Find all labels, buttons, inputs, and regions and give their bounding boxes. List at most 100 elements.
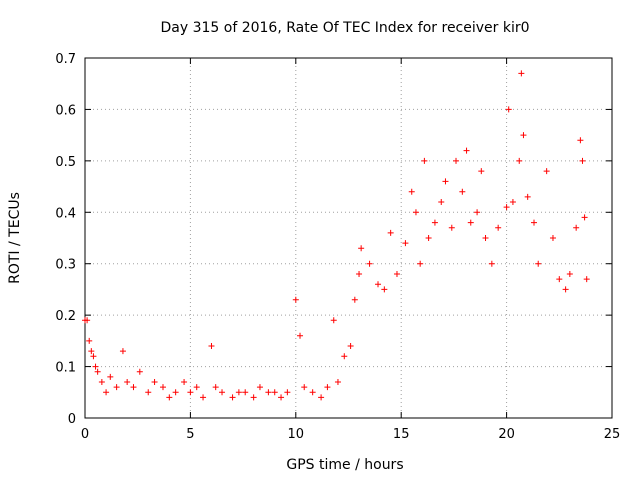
data-point bbox=[250, 394, 257, 401]
data-point bbox=[212, 384, 219, 391]
data-point bbox=[166, 394, 173, 401]
data-point bbox=[438, 199, 445, 205]
data-point bbox=[577, 137, 584, 144]
data-point bbox=[431, 219, 438, 226]
data-point bbox=[88, 348, 95, 355]
data-point bbox=[505, 106, 512, 113]
data-point bbox=[520, 132, 527, 139]
data-point bbox=[130, 384, 137, 391]
data-point bbox=[412, 209, 419, 216]
data-point bbox=[94, 368, 101, 375]
data-point bbox=[292, 296, 299, 303]
data-point bbox=[482, 235, 489, 241]
x-tick-label: 5 bbox=[186, 427, 194, 442]
data-point bbox=[124, 379, 131, 385]
data-point bbox=[107, 373, 114, 380]
data-point bbox=[535, 260, 542, 267]
x-tick-label: 10 bbox=[288, 427, 305, 442]
y-tick-label: 0 bbox=[68, 412, 76, 427]
plot-area-border bbox=[84, 57, 613, 419]
data-points bbox=[82, 70, 590, 401]
data-point bbox=[229, 394, 236, 401]
data-point bbox=[181, 379, 188, 385]
data-point bbox=[573, 224, 580, 231]
data-point bbox=[478, 168, 485, 175]
data-point bbox=[549, 235, 556, 241]
data-point bbox=[518, 70, 525, 77]
data-point bbox=[566, 271, 573, 277]
data-point bbox=[448, 224, 455, 231]
data-point bbox=[119, 348, 126, 355]
data-point bbox=[219, 389, 226, 396]
data-point bbox=[145, 389, 152, 396]
data-point bbox=[334, 379, 341, 385]
data-point bbox=[402, 240, 409, 247]
data-point bbox=[242, 389, 249, 396]
data-point bbox=[543, 168, 550, 175]
data-point bbox=[562, 286, 569, 293]
y-axis-label: ROTI / TECUs bbox=[7, 192, 23, 284]
data-point bbox=[113, 384, 120, 391]
data-point bbox=[309, 389, 316, 396]
data-point bbox=[442, 178, 449, 185]
data-point bbox=[556, 276, 563, 283]
data-point bbox=[509, 199, 516, 205]
data-point bbox=[581, 214, 588, 221]
x-tick-label: 25 bbox=[604, 427, 621, 442]
data-point bbox=[358, 245, 365, 252]
data-point bbox=[84, 317, 91, 324]
data-point bbox=[271, 389, 278, 396]
x-tick-label: 15 bbox=[393, 427, 410, 442]
data-point bbox=[341, 353, 348, 360]
data-point bbox=[495, 224, 502, 231]
data-point bbox=[278, 394, 285, 401]
data-point bbox=[92, 363, 99, 370]
y-ticks: 0 0.1 0.2 0.3 0.4 0.5 0.6 0.7 bbox=[55, 52, 612, 427]
y-tick-label: 0.2 bbox=[55, 309, 76, 324]
x-tick-label: 20 bbox=[498, 427, 515, 442]
data-point bbox=[503, 204, 510, 211]
data-point bbox=[330, 317, 337, 324]
data-point bbox=[516, 157, 523, 164]
data-point bbox=[208, 343, 215, 349]
data-point bbox=[200, 394, 207, 401]
chart-title: Day 315 of 2016, Rate Of TEC Index for r… bbox=[160, 20, 529, 36]
data-point bbox=[98, 379, 105, 385]
data-point bbox=[256, 384, 263, 391]
data-point bbox=[172, 389, 179, 396]
data-point bbox=[347, 343, 354, 349]
data-point bbox=[583, 276, 590, 283]
data-point bbox=[265, 389, 272, 396]
data-point bbox=[408, 188, 415, 195]
data-point bbox=[235, 389, 242, 396]
data-point bbox=[425, 235, 432, 241]
data-point bbox=[524, 193, 531, 200]
data-point bbox=[463, 147, 470, 154]
data-point bbox=[387, 229, 394, 236]
data-point bbox=[324, 384, 331, 391]
data-point bbox=[474, 209, 481, 216]
y-tick-label: 0.7 bbox=[55, 52, 76, 67]
data-point bbox=[381, 286, 388, 293]
y-tick-label: 0.4 bbox=[55, 206, 76, 221]
data-point bbox=[417, 260, 424, 267]
data-point bbox=[151, 379, 158, 385]
data-point bbox=[297, 332, 304, 339]
data-point bbox=[284, 389, 291, 396]
data-point bbox=[86, 337, 93, 344]
grid bbox=[85, 58, 612, 418]
data-point bbox=[90, 353, 97, 360]
y-tick-label: 0.6 bbox=[55, 103, 76, 118]
data-point bbox=[193, 384, 200, 391]
y-tick-label: 0.5 bbox=[55, 155, 76, 170]
data-point bbox=[453, 157, 460, 164]
data-point bbox=[393, 271, 400, 277]
x-axis-label: GPS time / hours bbox=[286, 457, 403, 473]
data-point bbox=[356, 271, 363, 277]
data-point bbox=[488, 260, 495, 267]
data-point bbox=[459, 188, 466, 195]
data-point bbox=[351, 296, 358, 303]
data-point bbox=[531, 219, 538, 226]
data-point bbox=[421, 157, 428, 164]
